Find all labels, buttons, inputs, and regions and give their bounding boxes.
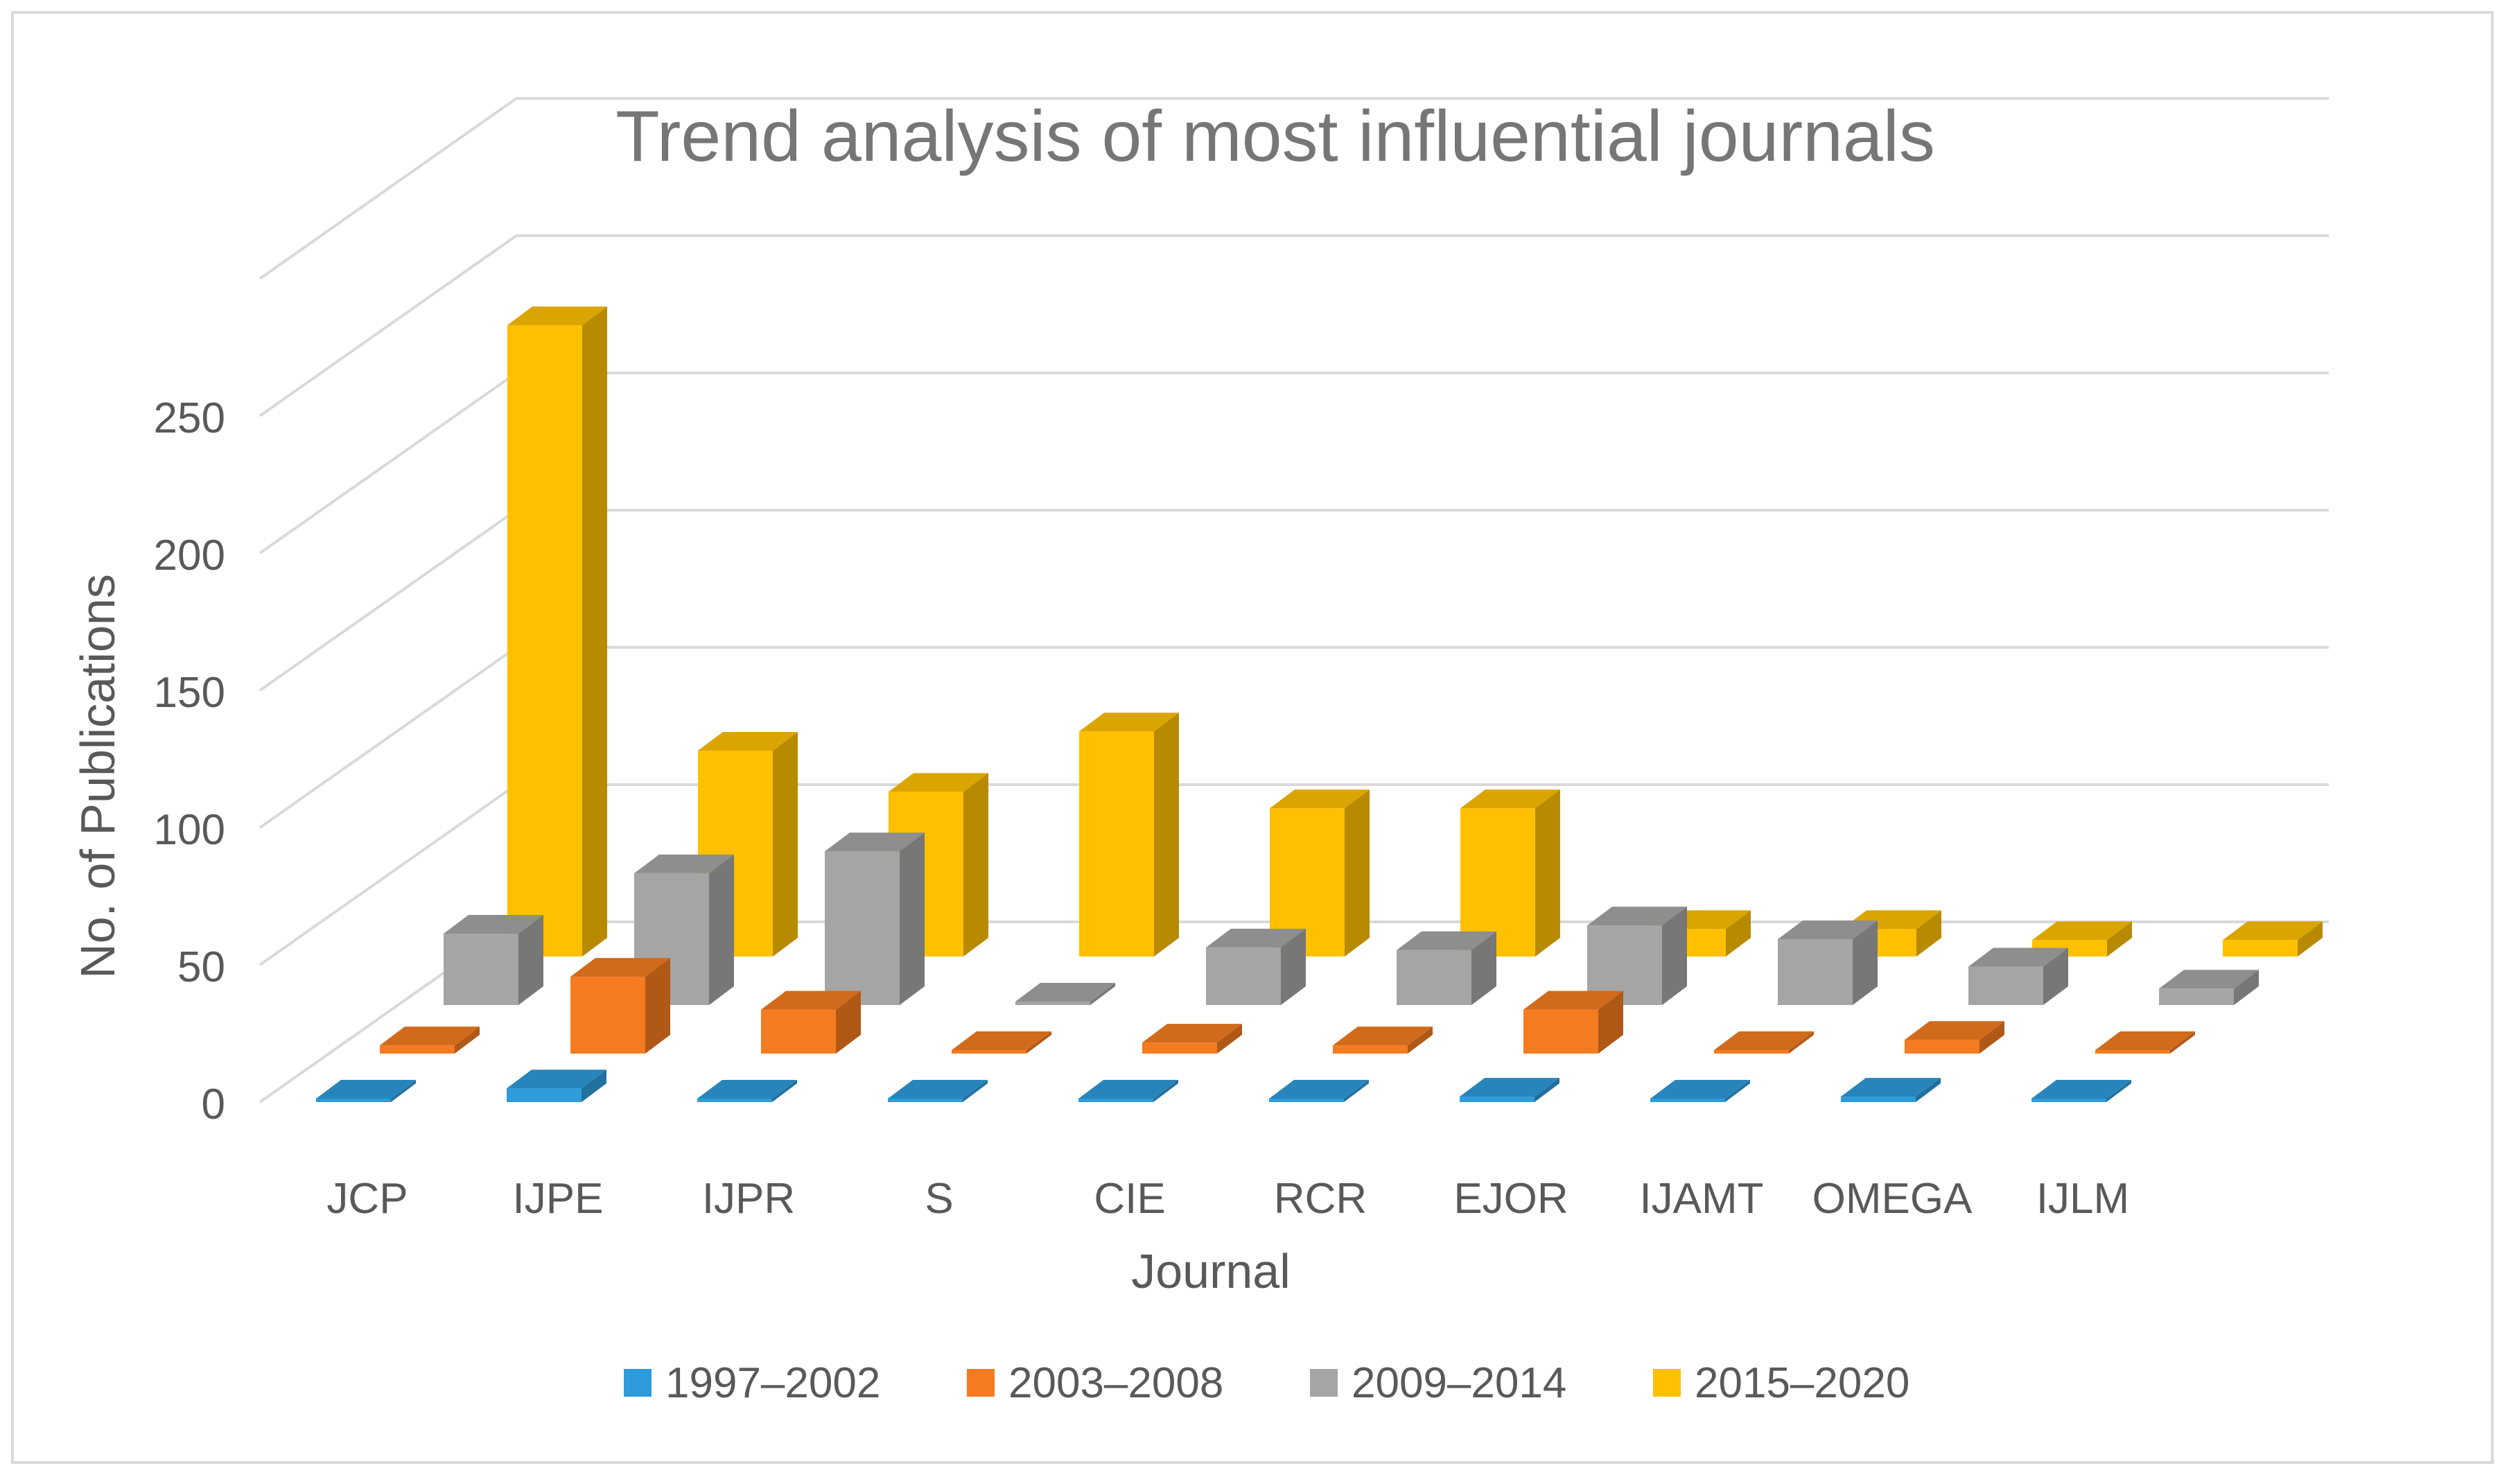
bar-IJPE-0 (507, 1070, 606, 1102)
bar-JCP-2 (444, 915, 543, 1005)
bar-IJPR-0 (697, 1080, 797, 1102)
bar-OMEGA-0 (1841, 1078, 1941, 1102)
chart: Trend analysis of most influential journ… (71, 96, 2329, 1407)
x-tick-label: IJAMT (1639, 1175, 1763, 1223)
legend-label: 2015–2020 (1695, 1359, 1909, 1407)
x-axis-label: Journal (1131, 1244, 1291, 1298)
legend-label: 1997–2002 (665, 1359, 880, 1407)
bar-IJAMT-0 (1650, 1080, 1750, 1102)
bar-EJOR-0 (1460, 1078, 1559, 1102)
x-tick-label: OMEGA (1812, 1175, 1973, 1223)
x-axis-ticks: JCP IJPE IJPR S CIE RCR EJOR IJAMT OMEGA IJLM (326, 1175, 2129, 1223)
legend-item: 1997–2002 (624, 1359, 880, 1407)
bar-IJAMT-2 (1778, 920, 1878, 1005)
legend: 1997–2002 2003–2008 2009–2014 2015–2020 (624, 1359, 1909, 1407)
series-0 (316, 1070, 2131, 1102)
y-tick-label: 150 (154, 669, 225, 717)
bar-JCP-1 (380, 1027, 480, 1054)
gridlines (259, 97, 2329, 1103)
legend-swatch (967, 1369, 995, 1397)
bar-IJLM-1 (2095, 1031, 2195, 1054)
y-axis-ticks: 0 50 100 150 200 250 (154, 394, 225, 1128)
series-3 (507, 306, 2323, 957)
chart-title: Trend analysis of most influential journ… (615, 96, 1935, 177)
x-tick-label: IJPE (513, 1175, 604, 1223)
bar-S-0 (888, 1080, 988, 1102)
bar-RCR-2 (1397, 931, 1496, 1005)
chart-frame: Trend analysis of most influential journ… (11, 11, 2494, 1464)
x-tick-label: IJPR (702, 1175, 795, 1223)
legend-swatch (1653, 1369, 1681, 1397)
bar-OMEGA-1 (1905, 1021, 2004, 1054)
bar-OMEGA-2 (1968, 948, 2068, 1005)
y-tick-label: 200 (154, 532, 225, 579)
bar-CIE-1 (1142, 1024, 1242, 1054)
bar-CIE-0 (1078, 1080, 1178, 1102)
x-tick-label: JCP (326, 1175, 408, 1223)
bar-IJLM-2 (2159, 970, 2259, 1005)
gridline-side (259, 783, 518, 966)
bars (316, 306, 2323, 1102)
x-tick-label: CIE (1094, 1175, 1165, 1223)
bar-S-2 (1015, 983, 1115, 1005)
bar-RCR-0 (1269, 1080, 1369, 1102)
legend-label: 2003–2008 (1008, 1359, 1223, 1407)
bar-IJPE-1 (570, 958, 670, 1054)
x-tick-label: IJLM (2036, 1175, 2129, 1223)
legend-item: 2015–2020 (1653, 1359, 1909, 1407)
y-tick-label: 50 (177, 943, 225, 991)
bar-EJOR-1 (1523, 990, 1623, 1054)
y-tick-label: 250 (154, 394, 225, 442)
legend-item: 2009–2014 (1310, 1359, 1566, 1407)
legend-swatch (624, 1369, 652, 1397)
bar-JCP-0 (316, 1080, 416, 1102)
gridline-side (259, 646, 518, 829)
legend-label: 2009–2014 (1352, 1359, 1566, 1407)
legend-swatch (1310, 1369, 1338, 1397)
series-1 (380, 958, 2195, 1054)
bar-EJOR-2 (1587, 907, 1687, 1005)
y-axis-label: No. of Publications (71, 574, 125, 979)
bar-S-3 (1079, 713, 1179, 957)
y-tick-label: 0 (202, 1081, 225, 1128)
x-tick-label: RCR (1274, 1175, 1367, 1223)
gridline-side (259, 97, 518, 280)
bar-IJAMT-1 (1714, 1031, 1814, 1054)
y-tick-label: 100 (154, 806, 225, 854)
bar-CIE-2 (1206, 928, 1306, 1005)
bar-IJLM-0 (2031, 1080, 2131, 1102)
x-tick-label: EJOR (1453, 1175, 1568, 1223)
bar-S-1 (952, 1031, 1051, 1054)
bar-IJPR-2 (825, 832, 925, 1005)
gridline-side (259, 509, 518, 692)
x-tick-label: S (925, 1175, 953, 1223)
bar-IJLM-3 (2223, 921, 2323, 957)
bar-RCR-1 (1333, 1027, 1433, 1054)
gridline-side (259, 234, 518, 417)
legend-item: 2003–2008 (967, 1359, 1223, 1407)
gridline-side (259, 372, 518, 555)
bar-IJPR-1 (761, 990, 861, 1054)
bar-OMEGA-3 (2032, 921, 2132, 957)
bar-JCP-3 (507, 306, 607, 957)
